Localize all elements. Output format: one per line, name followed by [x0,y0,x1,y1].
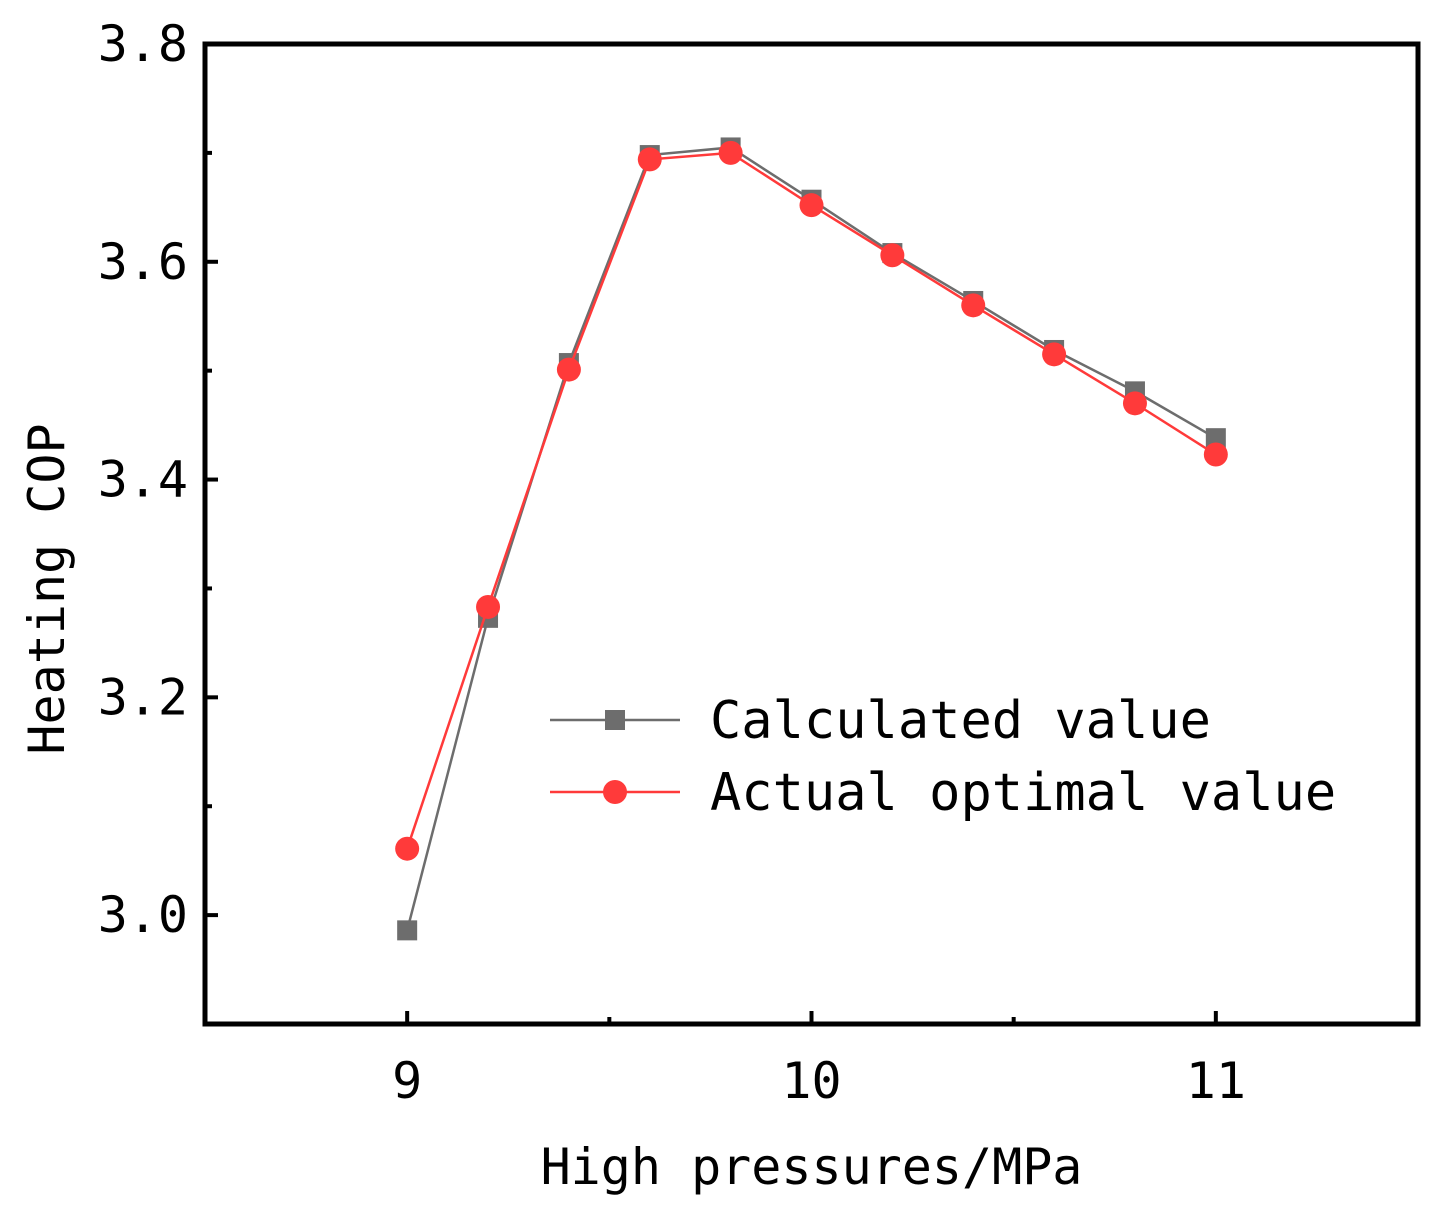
data-point-actual [1122,391,1147,416]
data-point-calculated [397,920,418,941]
y-axis-title: Heating COP [18,423,76,754]
x-axis-title: High pressures/MPa [541,1138,1083,1196]
y-tick-label: 3.6 [98,233,188,291]
data-point-actual [476,594,501,619]
x-tick-label: 11 [1186,1052,1246,1110]
series-actual [395,140,1228,861]
data-point-calculated [1205,428,1226,449]
data-point-actual [1042,342,1067,367]
axis-tick-labels: 9 10 11 3.0 3.2 3.4 3.6 3.8 [98,15,1246,1110]
chart-marks [395,137,1228,941]
data-point-actual [880,243,905,268]
data-point-actual [961,293,986,318]
legend-calculated-label: Calculated value [710,691,1211,751]
legend-actual-marker [603,780,627,804]
data-point-actual [1203,442,1228,467]
legend-calculated-marker [605,710,625,730]
y-tick-label: 3.0 [98,886,188,944]
axis-ticks [205,42,1218,1024]
legend-actual-label: Actual optimal value [710,763,1336,823]
data-point-actual [718,140,743,165]
y-tick-label: 3.2 [98,668,188,726]
data-point-actual [395,836,420,861]
data-point-actual [556,357,581,382]
y-tick-label: 3.8 [98,15,188,73]
legend: Calculated value Actual optimal value [550,691,1336,823]
x-tick-label: 9 [392,1052,422,1110]
y-tick-label: 3.4 [98,451,188,509]
data-point-actual [637,147,662,172]
x-tick-label: 10 [781,1052,841,1110]
data-point-actual [799,193,824,218]
